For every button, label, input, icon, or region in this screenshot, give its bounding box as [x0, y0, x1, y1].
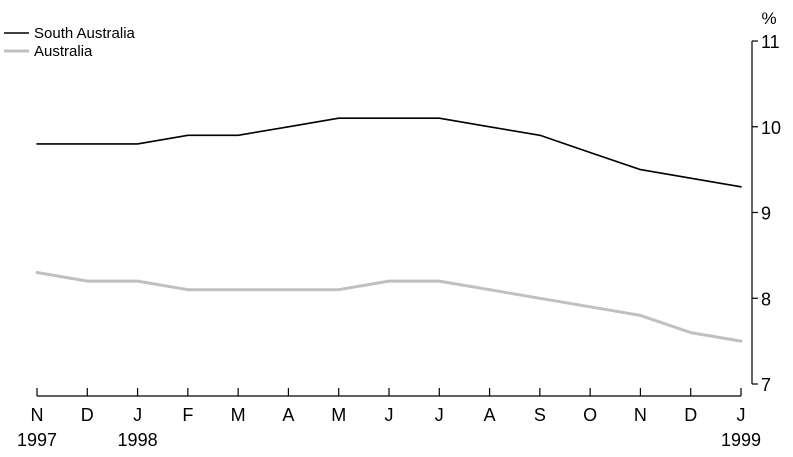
legend-label: South Australia	[34, 25, 136, 42]
series-line-south-australia	[36, 117, 742, 188]
series-group	[35, 117, 743, 343]
x-tick-label: A	[282, 405, 294, 425]
y-tick-label: 11	[761, 32, 780, 52]
y-tick-label: 9	[761, 204, 771, 224]
x-tick-label: S	[534, 405, 546, 425]
x-tick-label: J	[737, 405, 746, 425]
x-tick-label: M	[331, 405, 346, 425]
y-tick-label: 10	[761, 118, 781, 138]
series-line-australia	[35, 271, 743, 343]
x-tick-label: O	[583, 405, 597, 425]
x-tick-label: D	[684, 405, 697, 425]
x-tick-label: J	[133, 405, 142, 425]
x-tick-label: N	[634, 405, 647, 425]
x-year-label: 1997	[17, 430, 57, 450]
legend-label: Australia	[34, 43, 93, 60]
axes: N D J F M A M J J A S O N D J 1997 1998 1999 7 8 9 10 11	[17, 32, 781, 450]
x-tick-label: D	[81, 405, 94, 425]
y-tick-label: 7	[761, 375, 771, 395]
x-tick-label: M	[231, 405, 246, 425]
y-axis-unit-label: %	[761, 9, 776, 28]
x-tick-label: J	[435, 405, 444, 425]
x-year-label: 1999	[721, 430, 761, 450]
x-tick-label: N	[31, 405, 44, 425]
x-tick-label: F	[182, 405, 193, 425]
x-tick-label: J	[385, 405, 394, 425]
x-year-label: 1998	[118, 430, 158, 450]
y-tick-label: 8	[761, 289, 771, 309]
x-tick-label: A	[484, 405, 496, 425]
